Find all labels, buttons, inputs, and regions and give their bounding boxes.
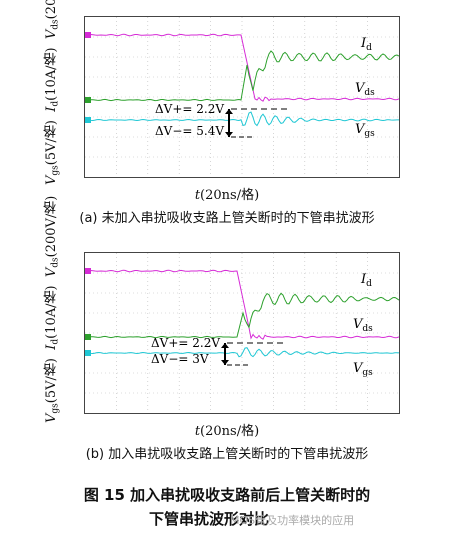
vds-label: Vds xyxy=(353,317,373,334)
dv-plus-label: ΔV+= 2.2V xyxy=(155,102,224,116)
arrow-head xyxy=(225,109,233,114)
figure-subtitle: 下管串扰波形对比 xyxy=(148,510,269,528)
channel-marker-id xyxy=(85,334,91,340)
caption-a: (a) 未加入串扰吸收支路上管关断时的下管串扰波形 xyxy=(79,211,375,226)
id-label: Id xyxy=(360,36,372,53)
vds-label: Vds xyxy=(355,81,375,98)
id-trace xyxy=(85,50,400,102)
arrow-head xyxy=(225,132,233,137)
x-axis-label-b: t(20ns/格) xyxy=(194,424,260,439)
vds-trace xyxy=(84,269,400,340)
channel-marker-vgs xyxy=(85,350,91,356)
x-axis-label-a: t(20ns/格) xyxy=(194,188,260,203)
figure-title: 图 15 加入串扰吸收支路前后上管关断时的 xyxy=(83,486,371,504)
vgs-label: Vgs xyxy=(355,122,375,139)
id-trace xyxy=(85,292,400,339)
y-axis-label-b: Vgs(5V/格) Id(10A/格) Vds(200V/格) xyxy=(44,195,61,423)
arrow-head xyxy=(221,343,229,348)
y-axis-label-a: Vgs(5V/格) Id(10A/格) Vds(200V/格) xyxy=(44,0,61,185)
vgs-trace xyxy=(85,347,400,358)
channel-marker-id xyxy=(85,97,91,103)
waveform-plot-b: Id Vds Vgs ΔV+= 2.2V ΔV−= 3V xyxy=(84,253,400,413)
vgs-label: Vgs xyxy=(353,361,373,378)
vds-trace xyxy=(84,33,400,102)
dv-minus-label: ΔV−= 3V xyxy=(151,352,209,366)
channel-marker-vds xyxy=(85,32,91,38)
vgs-trace xyxy=(85,111,399,127)
channel-marker-vds xyxy=(85,268,91,274)
watermark: MOS管及功率模块的应用 xyxy=(230,514,355,527)
caption-b: (b) 加入串扰吸收支路上管关断时的下管串扰波形 xyxy=(85,447,369,462)
arrow-head xyxy=(221,360,229,365)
dv-minus-label: ΔV−= 5.4V xyxy=(155,124,224,138)
channel-marker-vgs xyxy=(85,117,91,123)
id-label: Id xyxy=(360,272,372,289)
scope-screen-a: Id Vds Vgs ΔV+= 2.2V ΔV−= 5.4V xyxy=(84,16,400,178)
scope-screen-b: Id Vds Vgs ΔV+= 2.2V ΔV−= 3V xyxy=(84,252,400,414)
dv-plus-label: ΔV+= 2.2V xyxy=(151,336,220,350)
waveform-plot-a: Id Vds Vgs ΔV+= 2.2V ΔV−= 5.4V xyxy=(84,17,400,177)
